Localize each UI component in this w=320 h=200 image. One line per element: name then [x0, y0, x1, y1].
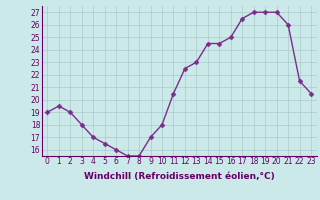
X-axis label: Windchill (Refroidissement éolien,°C): Windchill (Refroidissement éolien,°C) [84, 172, 275, 181]
